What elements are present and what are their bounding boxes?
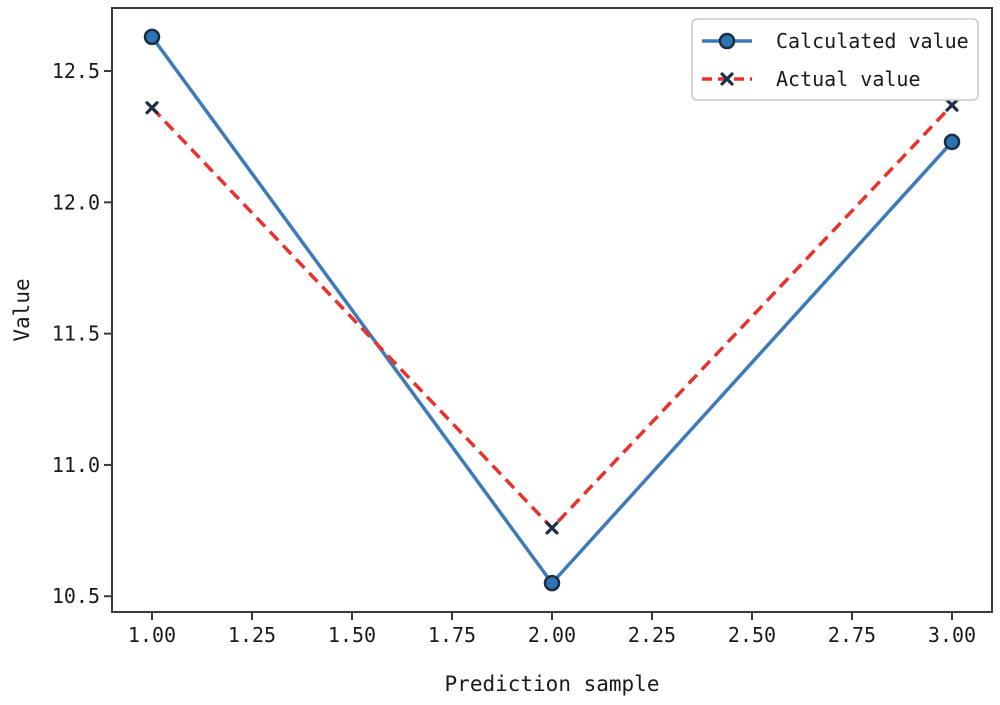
x-tick-label: 2.25: [628, 623, 676, 647]
legend: [691, 18, 979, 101]
actual-value-marker-x: [945, 98, 959, 112]
x-tick-label: 2.75: [828, 623, 876, 647]
calculated-value-marker-circle: [943, 133, 961, 151]
legend-calculated-value-marker-circle: [718, 32, 736, 50]
x-tick-label: 1.00: [128, 623, 176, 647]
y-tick-label: 11.0: [52, 453, 100, 477]
y-axis-label: Value: [10, 278, 34, 341]
y-tick-label: 12.0: [52, 190, 100, 214]
axes-frame: [111, 7, 993, 613]
legend-actual-value-marker-x: [720, 72, 734, 86]
x-tick-label: 3.00: [928, 623, 976, 647]
x-tick-label: 2.50: [728, 623, 776, 647]
actual-value-line: [150, 103, 954, 530]
actual-value-marker-x: [545, 521, 559, 535]
x-tick-label: 1.25: [228, 623, 276, 647]
x-tick-label: 2.00: [528, 623, 576, 647]
calculated-value-marker-circle: [143, 28, 161, 46]
legend-calculated-value-label: Calculated value: [776, 29, 969, 53]
actual-value-marker-x: [145, 101, 159, 115]
y-tick-label: 11.5: [52, 322, 100, 346]
x-axis-label: Prediction sample: [445, 672, 660, 696]
calculated-value-line: [150, 35, 954, 585]
legend-actual-value-label: Actual value: [776, 67, 921, 91]
y-tick-label: 10.5: [52, 584, 100, 608]
calculated-value-marker-circle: [543, 574, 561, 592]
y-tick-label: 12.5: [52, 59, 100, 83]
x-tick-label: 1.75: [428, 623, 476, 647]
x-tick-label: 1.50: [328, 623, 376, 647]
